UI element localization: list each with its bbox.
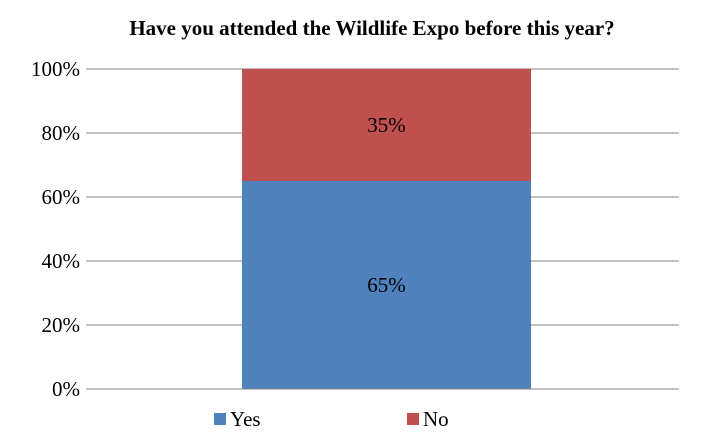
y-tick-label: 0%	[52, 377, 80, 401]
bar-segment-yes	[242, 181, 531, 389]
legend-label-no: No	[423, 407, 449, 431]
y-tick-label: 60%	[42, 185, 81, 209]
y-tick-label: 100%	[31, 57, 80, 81]
y-tick-label: 20%	[42, 313, 81, 337]
chart-title: Have you attended the Wildlife Expo befo…	[129, 16, 614, 40]
legend-swatch-no	[407, 413, 419, 425]
legend: Yes No	[214, 407, 449, 431]
bars	[242, 69, 531, 389]
data-label-no: 35%	[367, 113, 406, 137]
y-tick-label: 80%	[42, 121, 81, 145]
bar-segment-no	[242, 69, 531, 181]
data-label-yes: 65%	[367, 273, 406, 297]
y-tick-label: 40%	[42, 249, 81, 273]
legend-swatch-yes	[214, 413, 226, 425]
y-axis-ticks: 0% 20% 40% 60% 80% 100%	[31, 57, 80, 401]
data-labels: 65% 35%	[367, 113, 406, 297]
legend-label-yes: Yes	[230, 407, 261, 431]
